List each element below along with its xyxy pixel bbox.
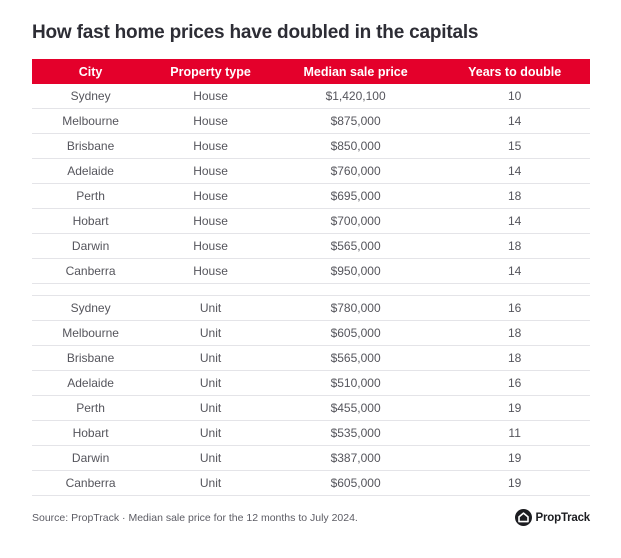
cell-city: Darwin	[71, 239, 110, 253]
table-row: Melbourne Unit $605,000 18	[32, 321, 590, 346]
table-row: Perth House $695,000 18	[32, 184, 590, 209]
table-row: Adelaide Unit $510,000 16	[32, 371, 590, 396]
cell-years-to-double: 18	[507, 326, 522, 340]
column-header-median-sale-price: Median sale price	[303, 64, 408, 79]
cell-city: Brisbane	[66, 351, 115, 365]
table-row: Canberra Unit $605,000 19	[32, 471, 590, 496]
table-row: Perth Unit $455,000 19	[32, 396, 590, 421]
table-row: Melbourne House $875,000 14	[32, 109, 590, 134]
cell-property-type: House	[193, 214, 228, 228]
table-row: Darwin Unit $387,000 19	[32, 446, 590, 471]
cell-years-to-double: 19	[507, 401, 522, 415]
cell-city: Sydney	[70, 89, 111, 103]
cell-property-type: Unit	[199, 301, 222, 315]
cell-city: Hobart	[72, 214, 109, 228]
cell-property-type: House	[193, 164, 228, 178]
cell-property-type: Unit	[199, 351, 222, 365]
cell-years-to-double: 18	[507, 189, 522, 203]
cell-city: Perth	[76, 401, 105, 415]
cell-city: Adelaide	[67, 164, 114, 178]
cell-years-to-double: 19	[507, 451, 522, 465]
cell-property-type: Unit	[199, 326, 222, 340]
cell-city: Canberra	[65, 264, 116, 278]
footer: Source: PropTrack · Median sale price fo…	[32, 509, 590, 526]
cell-years-to-double: 11	[508, 426, 521, 440]
cell-city: Hobart	[72, 426, 109, 440]
cell-years-to-double: 18	[507, 239, 522, 253]
cell-median-sale-price: $850,000	[330, 139, 381, 153]
cell-median-sale-price: $760,000	[330, 164, 381, 178]
cell-city: Melbourne	[62, 114, 119, 128]
cell-city: Perth	[76, 189, 105, 203]
cell-years-to-double: 14	[507, 264, 522, 278]
cell-median-sale-price: $875,000	[330, 114, 381, 128]
cell-property-type: Unit	[199, 426, 222, 440]
page-title: How fast home prices have doubled in the…	[32, 22, 479, 43]
cell-property-type: Unit	[199, 401, 222, 415]
cell-city: Brisbane	[66, 139, 115, 153]
table-row: Brisbane House $850,000 15	[32, 134, 590, 159]
cell-median-sale-price: $780,000	[330, 301, 381, 315]
table-row: Adelaide House $760,000 14	[32, 159, 590, 184]
cell-median-sale-price: $605,000	[330, 326, 381, 340]
table-body: Sydney House $1,420,100 10 Melbourne House $87…	[32, 84, 590, 496]
cell-median-sale-price: $387,000	[330, 451, 381, 465]
table-row: Canberra House $950,000 14	[32, 259, 590, 284]
table-row: Sydney House $1,420,100 10	[32, 84, 590, 109]
cell-years-to-double: 15	[507, 139, 522, 153]
table-row: Hobart Unit $535,000 11	[32, 421, 590, 446]
home-prices-table: City Property type Median sale price Yea…	[32, 59, 590, 496]
table-header-row: City Property type Median sale price Yea…	[32, 59, 590, 84]
cell-years-to-double: 14	[507, 114, 522, 128]
column-header-years-to-double: Years to double	[468, 64, 562, 79]
cell-years-to-double: 14	[507, 164, 522, 178]
cell-property-type: Unit	[199, 476, 222, 490]
cell-property-type: Unit	[199, 376, 222, 390]
cell-city: Canberra	[65, 476, 116, 490]
column-header-city: City	[78, 64, 103, 79]
cell-median-sale-price: $1,420,100	[325, 89, 386, 103]
cell-property-type: House	[193, 114, 228, 128]
cell-median-sale-price: $565,000	[330, 239, 381, 253]
cell-property-type: House	[193, 139, 228, 153]
cell-median-sale-price: $695,000	[330, 189, 381, 203]
proptrack-house-icon	[514, 509, 532, 526]
cell-median-sale-price: $700,000	[330, 214, 381, 228]
cell-city: Adelaide	[67, 376, 114, 390]
cell-property-type: House	[193, 239, 228, 253]
cell-years-to-double: 16	[507, 301, 522, 315]
cell-years-to-double: 14	[507, 214, 522, 228]
cell-median-sale-price: $535,000	[330, 426, 381, 440]
cell-city: Sydney	[70, 301, 111, 315]
cell-city: Melbourne	[62, 326, 119, 340]
table-row: Hobart House $700,000 14	[32, 209, 590, 234]
cell-median-sale-price: $565,000	[330, 351, 381, 365]
table-row: Brisbane Unit $565,000 18	[32, 346, 590, 371]
source-note: Source: PropTrack · Median sale price fo…	[32, 511, 358, 524]
proptrack-logo-text: PropTrack	[535, 511, 591, 524]
cell-years-to-double: 19	[507, 476, 522, 490]
cell-property-type: House	[193, 264, 228, 278]
cell-median-sale-price: $605,000	[330, 476, 381, 490]
cell-property-type: House	[193, 89, 228, 103]
table-row: Sydney Unit $780,000 16	[32, 296, 590, 321]
cell-city: Darwin	[71, 451, 110, 465]
cell-median-sale-price: $950,000	[330, 264, 381, 278]
cell-property-type: House	[193, 189, 228, 203]
cell-median-sale-price: $455,000	[330, 401, 381, 415]
cell-years-to-double: 16	[507, 376, 522, 390]
cell-median-sale-price: $510,000	[330, 376, 381, 390]
cell-years-to-double: 10	[507, 89, 522, 103]
table-row: Darwin House $565,000 18	[32, 234, 590, 259]
proptrack-logo: PropTrack	[514, 509, 591, 526]
cell-property-type: Unit	[199, 451, 222, 465]
cell-years-to-double: 18	[507, 351, 522, 365]
column-header-property-type: Property type	[170, 64, 251, 79]
section-spacer	[32, 284, 590, 296]
